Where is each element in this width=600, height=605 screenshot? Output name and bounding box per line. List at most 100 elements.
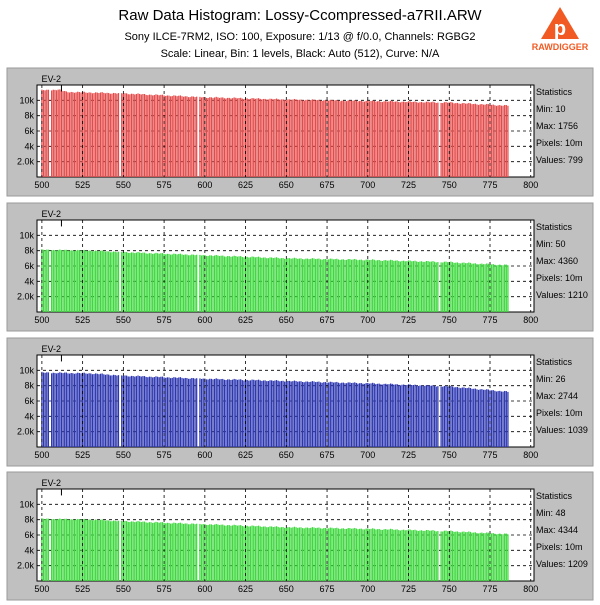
histogram-bar (396, 529, 398, 581)
histogram-bar (246, 256, 248, 312)
histogram-bar (272, 258, 274, 312)
histogram-bar (301, 528, 304, 581)
histogram-bar (139, 521, 141, 581)
histogram-bar (228, 97, 230, 177)
histogram-bar (487, 263, 490, 312)
histogram-bar (429, 385, 431, 447)
histogram-bar (391, 101, 393, 177)
histogram-bar (383, 260, 385, 312)
histogram-bar (334, 259, 336, 312)
histogram-bar (337, 259, 340, 312)
histogram-bar (75, 373, 77, 447)
histogram-bar (249, 98, 252, 177)
histogram-bar (256, 379, 258, 447)
histogram-bar (183, 523, 185, 581)
histogram-bar (375, 529, 377, 581)
histogram-bar (394, 384, 397, 447)
histogram-bar (339, 101, 341, 177)
histogram-bar (64, 372, 66, 447)
histogram-bar (495, 391, 498, 447)
histogram-bar (213, 255, 216, 312)
histogram-bar (93, 520, 95, 581)
histogram-bar (275, 257, 278, 312)
histogram-bar (199, 523, 201, 581)
histogram-bar (303, 259, 305, 312)
histogram-bar (388, 384, 390, 447)
x-tick-label: 575 (157, 180, 172, 190)
histogram-bar (484, 104, 486, 177)
histogram-bar (403, 260, 405, 312)
x-tick-label: 750 (442, 450, 457, 460)
histogram-bar (184, 96, 186, 177)
histogram-bar (494, 390, 496, 447)
histogram-bar (254, 257, 256, 312)
histogram-bar (202, 378, 204, 447)
histogram-bar (259, 526, 261, 581)
histogram-bar (311, 381, 314, 447)
histogram-bar (44, 250, 46, 312)
histogram-bar (419, 530, 421, 581)
histogram-bar (401, 384, 403, 447)
histogram-bar (262, 380, 265, 447)
histogram-bar (191, 254, 193, 312)
histogram-bar (360, 528, 362, 581)
y-tick-label: 8k (24, 381, 34, 391)
histogram-bar (104, 374, 107, 447)
histogram-bar (344, 101, 346, 177)
histogram-bar (458, 387, 460, 447)
histogram-bar (213, 97, 216, 177)
histogram-bar (373, 100, 375, 177)
histogram-bar (492, 104, 494, 177)
histogram-bar (68, 250, 71, 312)
histogram-bar (298, 527, 300, 581)
histogram-bar (372, 382, 374, 447)
histogram-bar (147, 95, 149, 177)
histogram-bar (64, 91, 66, 177)
histogram-bar (409, 260, 411, 312)
histogram-bar (282, 527, 284, 581)
x-tick-label: 500 (34, 315, 49, 325)
histogram-bar (385, 101, 387, 177)
histogram-bar (155, 94, 157, 177)
histogram-bar (274, 257, 276, 312)
histogram-bar (132, 252, 134, 312)
histogram-bar (288, 99, 291, 177)
histogram-bar (357, 529, 359, 581)
histogram-bar (108, 374, 110, 447)
histogram-bar (310, 100, 312, 177)
x-tick-label: 675 (320, 315, 335, 325)
histogram-bar (450, 102, 452, 177)
histogram-bar (502, 391, 504, 447)
histogram-bar (370, 101, 372, 177)
histogram-bar (360, 383, 362, 447)
histogram-bar (298, 381, 300, 447)
histogram-bar (383, 101, 385, 177)
histogram-bar (414, 384, 416, 447)
histogram-bar (78, 250, 81, 312)
histogram-bar (427, 530, 429, 581)
histogram-bar (46, 372, 48, 447)
stats-values: Values: 1210 (536, 290, 588, 300)
histogram-bar (171, 254, 173, 312)
x-tick-label: 775 (482, 315, 497, 325)
histogram-bar (194, 378, 196, 447)
x-tick-label: 650 (279, 450, 294, 460)
histogram-bar (425, 530, 428, 581)
histogram-bar (414, 101, 416, 177)
histogram-bar (59, 518, 61, 581)
histogram-bar (440, 531, 442, 581)
histogram-bar (114, 520, 116, 581)
histogram-bar (80, 373, 82, 447)
histogram-bar (70, 91, 72, 177)
histogram-bar (90, 519, 92, 581)
histogram-bar (404, 385, 406, 447)
histogram-bar (337, 100, 340, 177)
histogram-bar (103, 520, 105, 581)
histogram-bar (150, 94, 152, 177)
histogram-bar (451, 102, 454, 177)
histogram-bar (158, 377, 160, 447)
histogram-bar (497, 391, 499, 447)
histogram-bar (386, 260, 388, 312)
histogram-bar (200, 378, 203, 447)
histogram-bar (233, 97, 235, 177)
